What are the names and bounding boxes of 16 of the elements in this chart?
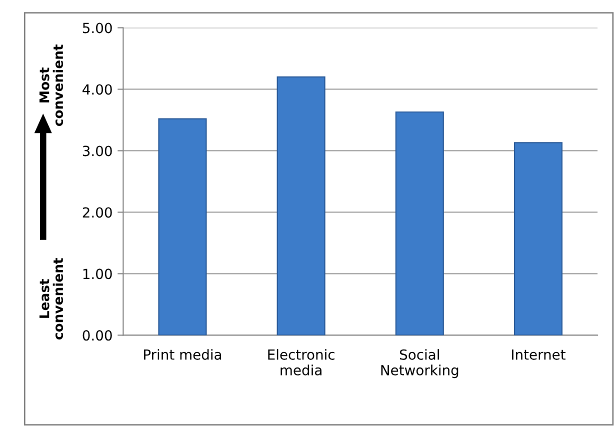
x-tick-label: Social Networking [381,349,458,378]
bar [395,111,444,336]
y-tick-label: 3.00 [82,146,112,156]
bar [514,142,562,336]
bar [158,118,207,336]
y-tick-label: 5.00 [82,22,112,34]
x-tick-label: Electronic media [268,349,334,376]
y-tick-label: 2.00 [82,207,112,218]
x-tick-label: Print media [144,349,222,360]
text: Most convenient [39,44,64,126]
bar [276,76,326,336]
y-tick-label: 0.00 [82,330,112,341]
x-tick-label: Internet [512,350,566,360]
y-tick-label: 4.00 [82,84,112,95]
text: Least convenient [39,258,64,340]
y-tick-label: 1.00 [83,268,112,280]
